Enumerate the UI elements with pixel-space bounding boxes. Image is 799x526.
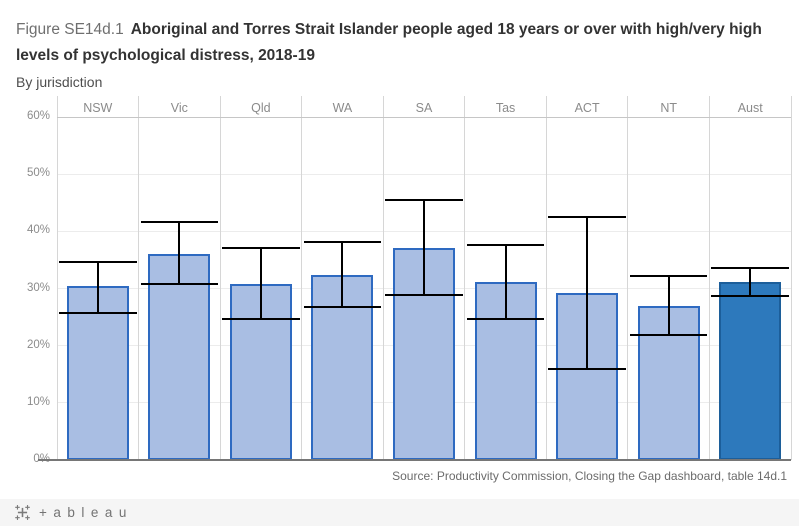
error-cap-top-ACT [548, 216, 626, 219]
bar-NSW[interactable] [66, 286, 129, 460]
error-cap-bottom-Qld [222, 318, 300, 321]
y-axis-tick-label: 50% [26, 167, 50, 180]
error-cap-bottom-Tas [466, 317, 545, 320]
tableau-sparkle-icon [15, 505, 30, 520]
error-cap-top-SA [385, 198, 463, 201]
pane-divider [627, 96, 629, 460]
y-axis-tick-label: 30% [26, 281, 50, 294]
error-cap-top-NT [629, 274, 708, 277]
column-header-Qld: Qld [251, 101, 271, 115]
column-header-Vic: Vic [170, 101, 188, 115]
error-bar-Qld[interactable] [259, 248, 262, 320]
figure-label: Figure SE14d.1 [16, 21, 124, 38]
error-bar-Tas[interactable] [504, 245, 507, 319]
bar-Aust[interactable] [719, 281, 782, 460]
bar-NT[interactable] [637, 305, 700, 460]
tableau-wordmark: +ableau [39, 504, 133, 520]
error-cap-top-WA [303, 240, 382, 243]
y-axis-tick-label: 20% [26, 338, 50, 351]
error-bar-NT[interactable] [667, 275, 670, 336]
column-header-NT: NT [660, 101, 677, 115]
error-bar-SA[interactable] [423, 199, 425, 296]
column-header-Tas: Tas [495, 101, 516, 115]
title-text: Aboriginal and Torres Strait Islander pe… [16, 21, 762, 64]
error-cap-bottom-NT [629, 334, 708, 337]
pane-divider [382, 96, 384, 460]
pane-divider [464, 96, 466, 460]
tableau-logo[interactable]: +ableau [14, 504, 133, 521]
pane-divider [301, 96, 303, 460]
y-axis-tick-label: 10% [26, 395, 50, 408]
y-axis-tick-label: 40% [26, 224, 50, 237]
error-bar-Vic[interactable] [178, 222, 181, 284]
gridline-50% [57, 173, 791, 175]
chart-title-block: Figure SE14d.1 Aboriginal and Torres Stra… [16, 17, 790, 92]
tableau-toolbar: +ableau [0, 499, 799, 526]
error-bar-ACT[interactable] [586, 217, 589, 369]
error-bar-WA[interactable] [341, 241, 344, 307]
pane-divider [219, 96, 221, 460]
column-header-WA: WA [332, 101, 353, 115]
error-cap-bottom-SA [385, 294, 463, 297]
pane-divider [708, 96, 710, 460]
error-cap-top-NSW [59, 260, 137, 263]
column-header-Aust: Aust [737, 101, 763, 115]
pane-divider [790, 96, 792, 460]
error-cap-bottom-Vic [140, 282, 219, 285]
column-header-SA: SA [415, 101, 433, 115]
error-cap-top-Qld [222, 247, 300, 250]
error-cap-top-Aust [711, 266, 789, 269]
pane-divider [545, 96, 547, 460]
error-bar-Aust[interactable] [749, 267, 752, 296]
y-axis-tick-label: 60% [26, 110, 50, 122]
error-cap-top-Tas [466, 244, 545, 247]
header-underline [57, 116, 791, 118]
error-bar-NSW[interactable] [96, 261, 99, 313]
pane-divider [56, 96, 58, 460]
error-cap-top-Vic [140, 221, 219, 224]
x-axis-line [38, 459, 791, 461]
chart-title: Figure SE14d.1 Aboriginal and Torres Stra… [16, 17, 790, 69]
column-header-ACT: ACT [574, 101, 600, 115]
error-cap-bottom-WA [303, 305, 382, 308]
source-note: Source: Productivity Commission, Closing… [392, 469, 787, 483]
error-cap-bottom-ACT [548, 367, 626, 370]
error-cap-bottom-NSW [59, 311, 137, 314]
column-header-NSW: NSW [83, 101, 113, 115]
error-cap-bottom-Aust [711, 294, 789, 297]
chart-subtitle: By jurisdiction [16, 74, 103, 90]
pane-divider [138, 96, 140, 460]
